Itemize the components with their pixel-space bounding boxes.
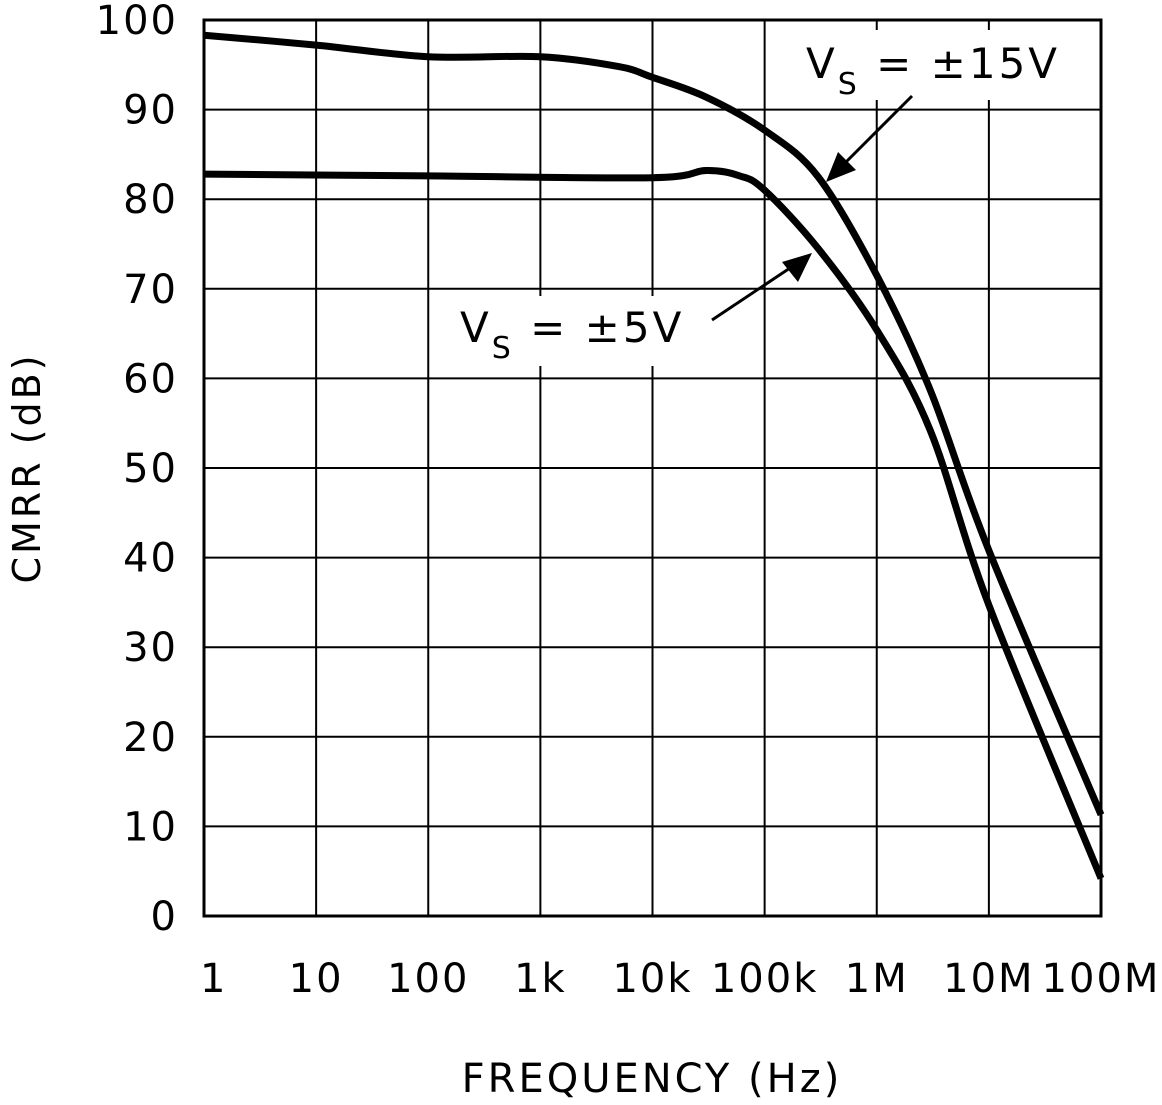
series-line-5v [203,167,1105,880]
annotation-5v-background [455,296,705,366]
x-tick-label: 100M [1042,956,1161,1002]
x-tick-label: 10 [289,956,344,1002]
arrow-15v-shaft [838,94,914,170]
series-lines [203,31,1105,880]
y-tick-labels: 0 10 20 30 40 50 60 70 80 90 100 [96,0,178,940]
x-tick-label: 1 [200,956,227,1002]
grid [203,19,1102,917]
x-tick-label: 100 [387,956,469,1002]
y-tick-label: 0 [151,894,178,940]
x-tick-label: 100k [711,956,819,1002]
annotation-15v-background [800,30,1080,100]
y-tick-label: 40 [123,536,178,582]
y-tick-label: 30 [123,625,178,671]
y-axis-label: CMRR (dB) [5,352,49,583]
y-tick-label: 90 [123,88,178,134]
x-tick-label: 1k [514,956,567,1002]
y-tick-label: 20 [123,715,178,761]
plot-frame [202,18,1103,918]
y-tick-label: 50 [123,446,178,492]
arrow-15v-head [826,152,856,182]
y-tick-label: 10 [123,804,178,850]
arrow-5v-shaft [711,262,797,322]
annotation-15v: VS = ±15V [806,39,1060,102]
y-tick-label: 70 [123,267,178,313]
annotation-5v: VS = ±5V [460,303,684,366]
x-tick-labels: 1 10 100 1k 10k 100k 1M 10M 100M [200,956,1161,1002]
y-tick-label: 80 [123,177,178,223]
arrow-5v-head [782,253,812,282]
x-tick-label: 1M [845,956,909,1002]
series-line-15v [203,31,1105,817]
y-tick-label: 60 [123,356,178,402]
y-tick-label: 100 [96,0,178,44]
x-tick-label: 10k [612,956,692,1002]
x-axis-label: FREQUENCY (Hz) [462,1056,843,1101]
x-tick-label: 10M [943,956,1034,1002]
